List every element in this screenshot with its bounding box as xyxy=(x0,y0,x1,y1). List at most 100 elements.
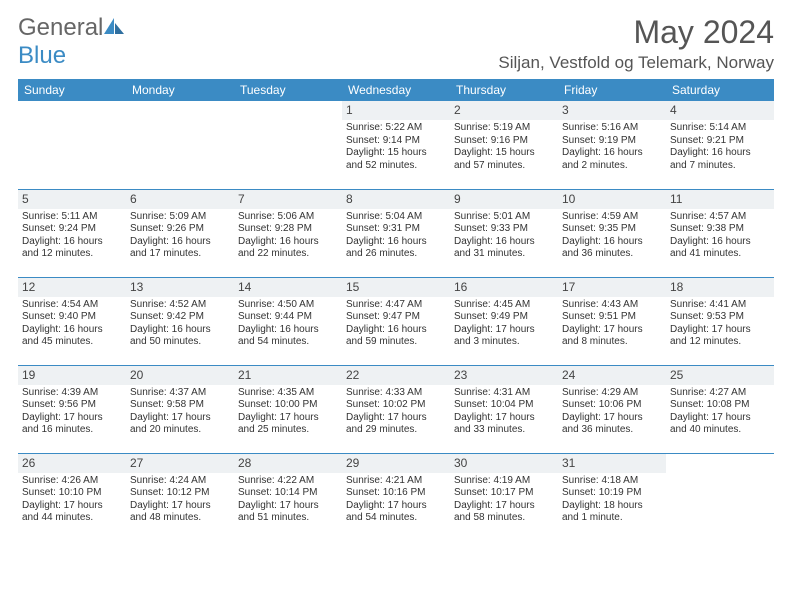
weekday-header: Tuesday xyxy=(234,79,342,101)
calendar-week-row: 12 Sunrise: 4:54 AMSunset: 9:40 PMDayligh… xyxy=(18,277,774,365)
day-info: Sunrise: 4:47 AMSunset: 9:47 PMDaylight:… xyxy=(346,299,446,349)
day-info: Sunrise: 5:19 AMSunset: 9:16 PMDaylight:… xyxy=(454,122,554,172)
day-info: Sunrise: 4:19 AMSunset: 10:17 PMDaylight… xyxy=(454,475,554,525)
day-number: 27 xyxy=(126,454,234,473)
day-number: 12 xyxy=(18,278,126,297)
sail-icon xyxy=(103,17,125,35)
day-number: 2 xyxy=(450,101,558,120)
calendar-day-cell: 11 Sunrise: 4:57 AMSunset: 9:38 PMDayligh… xyxy=(666,189,774,277)
day-info: Sunrise: 4:37 AMSunset: 9:58 PMDaylight:… xyxy=(130,387,230,437)
day-info: Sunrise: 4:45 AMSunset: 9:49 PMDaylight:… xyxy=(454,299,554,349)
day-number: 14 xyxy=(234,278,342,297)
day-number: 25 xyxy=(666,366,774,385)
day-info: Sunrise: 4:18 AMSunset: 10:19 PMDaylight… xyxy=(562,475,662,525)
day-number: 20 xyxy=(126,366,234,385)
day-number: 15 xyxy=(342,278,450,297)
day-number: 5 xyxy=(18,190,126,209)
brand-part2: Blue xyxy=(18,42,66,69)
day-number: 17 xyxy=(558,278,666,297)
calendar-header-row: SundayMondayTuesdayWednesdayThursdayFrid… xyxy=(18,79,774,101)
day-info: Sunrise: 4:54 AMSunset: 9:40 PMDaylight:… xyxy=(22,299,122,349)
day-info: Sunrise: 5:09 AMSunset: 9:26 PMDaylight:… xyxy=(130,211,230,261)
calendar-day-cell xyxy=(234,101,342,189)
calendar-day-cell: 4Sunrise: 5:14 AMSunset: 9:21 PMDaylight… xyxy=(666,101,774,189)
brand-name: GeneralBlue xyxy=(18,14,125,70)
brand-logo: GeneralBlue xyxy=(18,14,125,70)
calendar-day-cell: 25 Sunrise: 4:27 AMSunset: 10:08 PMDaylig… xyxy=(666,365,774,453)
day-number: 16 xyxy=(450,278,558,297)
day-number: 8 xyxy=(342,190,450,209)
day-number: 22 xyxy=(342,366,450,385)
day-number: 3 xyxy=(558,101,666,120)
calendar-day-cell: 26 Sunrise: 4:26 AMSunset: 10:10 PMDaylig… xyxy=(18,453,126,541)
calendar-day-cell: 9 Sunrise: 5:01 AMSunset: 9:33 PMDaylight… xyxy=(450,189,558,277)
calendar-day-cell: 29Sunrise: 4:21 AMSunset: 10:16 PMDaylig… xyxy=(342,453,450,541)
weekday-header: Thursday xyxy=(450,79,558,101)
month-title: May 2024 xyxy=(498,14,774,51)
day-number: 18 xyxy=(666,278,774,297)
day-number: 9 xyxy=(450,190,558,209)
day-info: Sunrise: 4:22 AMSunset: 10:14 PMDaylight… xyxy=(238,475,338,525)
calendar-table: SundayMondayTuesdayWednesdayThursdayFrid… xyxy=(18,79,774,541)
calendar-day-cell: 27Sunrise: 4:24 AMSunset: 10:12 PMDaylig… xyxy=(126,453,234,541)
calendar-day-cell: 10Sunrise: 4:59 AMSunset: 9:35 PMDayligh… xyxy=(558,189,666,277)
day-number: 7 xyxy=(234,190,342,209)
calendar-day-cell: 16 Sunrise: 4:45 AMSunset: 9:49 PMDayligh… xyxy=(450,277,558,365)
weekday-header: Sunday xyxy=(18,79,126,101)
day-number: 30 xyxy=(450,454,558,473)
day-info: Sunrise: 4:43 AMSunset: 9:51 PMDaylight:… xyxy=(562,299,662,349)
weekday-header: Monday xyxy=(126,79,234,101)
calendar-day-cell: 18 Sunrise: 4:41 AMSunset: 9:53 PMDayligh… xyxy=(666,277,774,365)
calendar-day-cell: 13Sunrise: 4:52 AMSunset: 9:42 PMDayligh… xyxy=(126,277,234,365)
day-number: 23 xyxy=(450,366,558,385)
calendar-day-cell: 5 Sunrise: 5:11 AMSunset: 9:24 PMDaylight… xyxy=(18,189,126,277)
day-info: Sunrise: 4:39 AMSunset: 9:56 PMDaylight:… xyxy=(22,387,122,437)
day-info: Sunrise: 4:50 AMSunset: 9:44 PMDaylight:… xyxy=(238,299,338,349)
header: GeneralBlue May 2024 Siljan, Vestfold og… xyxy=(18,14,774,73)
day-info: Sunrise: 4:33 AMSunset: 10:02 PMDaylight… xyxy=(346,387,446,437)
calendar-day-cell: 22 Sunrise: 4:33 AMSunset: 10:02 PMDaylig… xyxy=(342,365,450,453)
day-info: Sunrise: 5:11 AMSunset: 9:24 PMDaylight:… xyxy=(22,211,122,261)
calendar-day-cell: 1 Sunrise: 5:22 AMSunset: 9:14 PMDaylight… xyxy=(342,101,450,189)
location-text: Siljan, Vestfold og Telemark, Norway xyxy=(498,53,774,73)
day-info: Sunrise: 4:41 AMSunset: 9:53 PMDaylight:… xyxy=(670,299,770,349)
calendar-day-cell: 8Sunrise: 5:04 AMSunset: 9:31 PMDaylight… xyxy=(342,189,450,277)
calendar-day-cell xyxy=(126,101,234,189)
day-info: Sunrise: 5:01 AMSunset: 9:33 PMDaylight:… xyxy=(454,211,554,261)
calendar-week-row: 5 Sunrise: 5:11 AMSunset: 9:24 PMDaylight… xyxy=(18,189,774,277)
day-info: Sunrise: 4:52 AMSunset: 9:42 PMDaylight:… xyxy=(130,299,230,349)
day-number: 26 xyxy=(18,454,126,473)
day-info: Sunrise: 4:26 AMSunset: 10:10 PMDaylight… xyxy=(22,475,122,525)
calendar-week-row: 1 Sunrise: 5:22 AMSunset: 9:14 PMDaylight… xyxy=(18,101,774,189)
day-info: Sunrise: 4:21 AMSunset: 10:16 PMDaylight… xyxy=(346,475,446,525)
day-number: 1 xyxy=(342,101,450,120)
calendar-week-row: 19 Sunrise: 4:39 AMSunset: 9:56 PMDayligh… xyxy=(18,365,774,453)
calendar-day-cell: 31 Sunrise: 4:18 AMSunset: 10:19 PMDaylig… xyxy=(558,453,666,541)
day-info: Sunrise: 4:57 AMSunset: 9:38 PMDaylight:… xyxy=(670,211,770,261)
calendar-day-cell: 14 Sunrise: 4:50 AMSunset: 9:44 PMDayligh… xyxy=(234,277,342,365)
day-info: Sunrise: 4:29 AMSunset: 10:06 PMDaylight… xyxy=(562,387,662,437)
brand-part1: General xyxy=(18,14,103,41)
calendar-day-cell: 17 Sunrise: 4:43 AMSunset: 9:51 PMDayligh… xyxy=(558,277,666,365)
title-block: May 2024 Siljan, Vestfold og Telemark, N… xyxy=(498,14,774,73)
calendar-day-cell xyxy=(18,101,126,189)
weekday-header: Wednesday xyxy=(342,79,450,101)
weekday-header: Friday xyxy=(558,79,666,101)
calendar-day-cell: 12 Sunrise: 4:54 AMSunset: 9:40 PMDayligh… xyxy=(18,277,126,365)
day-info: Sunrise: 5:22 AMSunset: 9:14 PMDaylight:… xyxy=(346,122,446,172)
day-number: 6 xyxy=(126,190,234,209)
day-number: 19 xyxy=(18,366,126,385)
day-info: Sunrise: 5:06 AMSunset: 9:28 PMDaylight:… xyxy=(238,211,338,261)
weekday-header: Saturday xyxy=(666,79,774,101)
day-number: 21 xyxy=(234,366,342,385)
day-info: Sunrise: 4:27 AMSunset: 10:08 PMDaylight… xyxy=(670,387,770,437)
calendar-week-row: 26 Sunrise: 4:26 AMSunset: 10:10 PMDaylig… xyxy=(18,453,774,541)
day-info: Sunrise: 4:35 AMSunset: 10:00 PMDaylight… xyxy=(238,387,338,437)
day-info: Sunrise: 4:31 AMSunset: 10:04 PMDaylight… xyxy=(454,387,554,437)
day-number: 31 xyxy=(558,454,666,473)
calendar-day-cell: 28Sunrise: 4:22 AMSunset: 10:14 PMDaylig… xyxy=(234,453,342,541)
calendar-day-cell: 30 Sunrise: 4:19 AMSunset: 10:17 PMDaylig… xyxy=(450,453,558,541)
day-number: 11 xyxy=(666,190,774,209)
calendar-day-cell: 7 Sunrise: 5:06 AMSunset: 9:28 PMDaylight… xyxy=(234,189,342,277)
day-number: 10 xyxy=(558,190,666,209)
